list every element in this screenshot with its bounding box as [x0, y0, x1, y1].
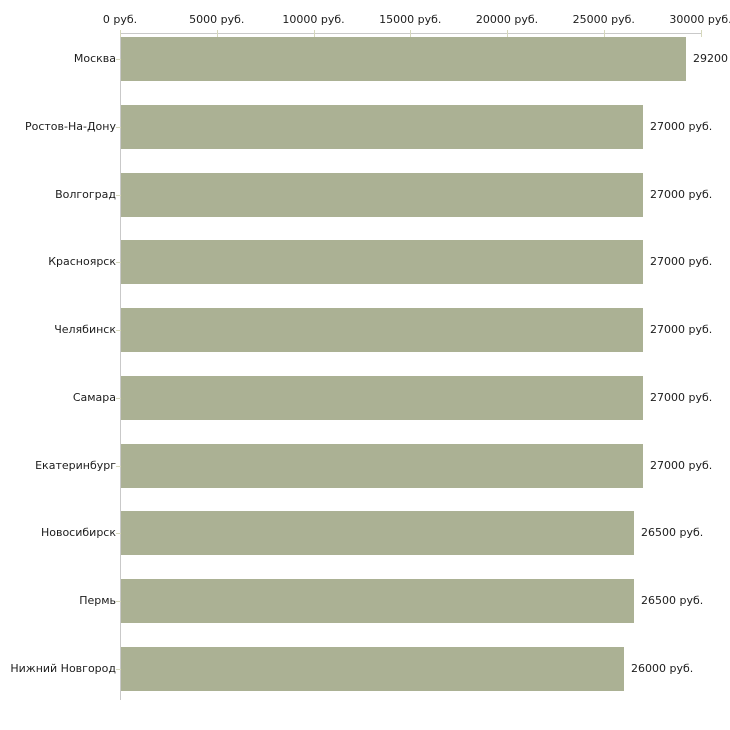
x-tick-label: 15000 руб.	[379, 13, 442, 26]
category-label: Ростов-На-Дону	[24, 120, 116, 133]
bar	[121, 647, 624, 691]
x-tick-label: 20000 руб.	[475, 13, 539, 26]
bar-value-label: 26500 руб.	[641, 594, 704, 607]
y-tick-mark	[116, 59, 121, 60]
x-tick-label: 25000 руб.	[572, 13, 635, 26]
bar-value-label: 27000 руб.	[650, 255, 713, 268]
category-label: Нижний Новгород	[10, 662, 116, 675]
category-label: Челябинск	[54, 323, 116, 336]
category-label: Екатеринбург	[35, 459, 116, 472]
x-tick-label: 0 руб.	[102, 13, 138, 26]
y-tick-mark	[116, 195, 121, 196]
x-tick-mark	[604, 30, 605, 37]
y-tick-mark	[116, 669, 121, 670]
bar-value-label: 27000 руб.	[650, 120, 713, 133]
y-tick-mark	[116, 127, 121, 128]
y-tick-mark	[116, 466, 121, 467]
bar	[121, 511, 634, 555]
y-tick-mark	[116, 601, 121, 602]
y-tick-mark	[116, 262, 121, 263]
category-label: Волгоград	[55, 188, 116, 201]
bar-value-label: 26500 руб.	[641, 526, 704, 539]
x-tick-mark	[314, 30, 315, 37]
x-tick-label: 5000 руб.	[189, 13, 245, 26]
category-label: Москва	[73, 52, 116, 65]
y-tick-mark	[116, 398, 121, 399]
bar	[121, 376, 643, 420]
bar-value-label: 27000 руб.	[650, 188, 713, 201]
x-tick-mark	[507, 30, 508, 37]
bar	[121, 444, 643, 488]
x-tick-label: 30000 руб.	[669, 13, 730, 26]
category-label: Красноярск	[48, 255, 116, 268]
bar	[121, 173, 643, 217]
category-label: Пермь	[79, 594, 116, 607]
bar	[121, 579, 634, 623]
x-tick-label: 10000 руб.	[282, 13, 345, 26]
x-tick-mark	[217, 30, 218, 37]
y-axis-line	[120, 33, 121, 700]
bar-value-label: 27000 руб.	[650, 459, 713, 472]
x-tick-mark	[410, 30, 411, 37]
x-tick-mark	[120, 30, 121, 37]
y-tick-mark	[116, 533, 121, 534]
bar-value-label: 27000 руб.	[650, 323, 713, 336]
bar-value-label: 26000 руб.	[631, 662, 694, 675]
bar	[121, 105, 643, 149]
y-tick-mark	[116, 330, 121, 331]
x-tick-mark	[701, 30, 702, 37]
bar	[121, 37, 686, 81]
bar-value-label: 27000 руб.	[650, 391, 713, 404]
category-label: Новосибирск	[40, 526, 116, 539]
bar-value-label: 29200 руб.	[693, 52, 730, 65]
bar	[121, 240, 643, 284]
category-label: Самара	[72, 391, 116, 404]
bar	[121, 308, 643, 352]
